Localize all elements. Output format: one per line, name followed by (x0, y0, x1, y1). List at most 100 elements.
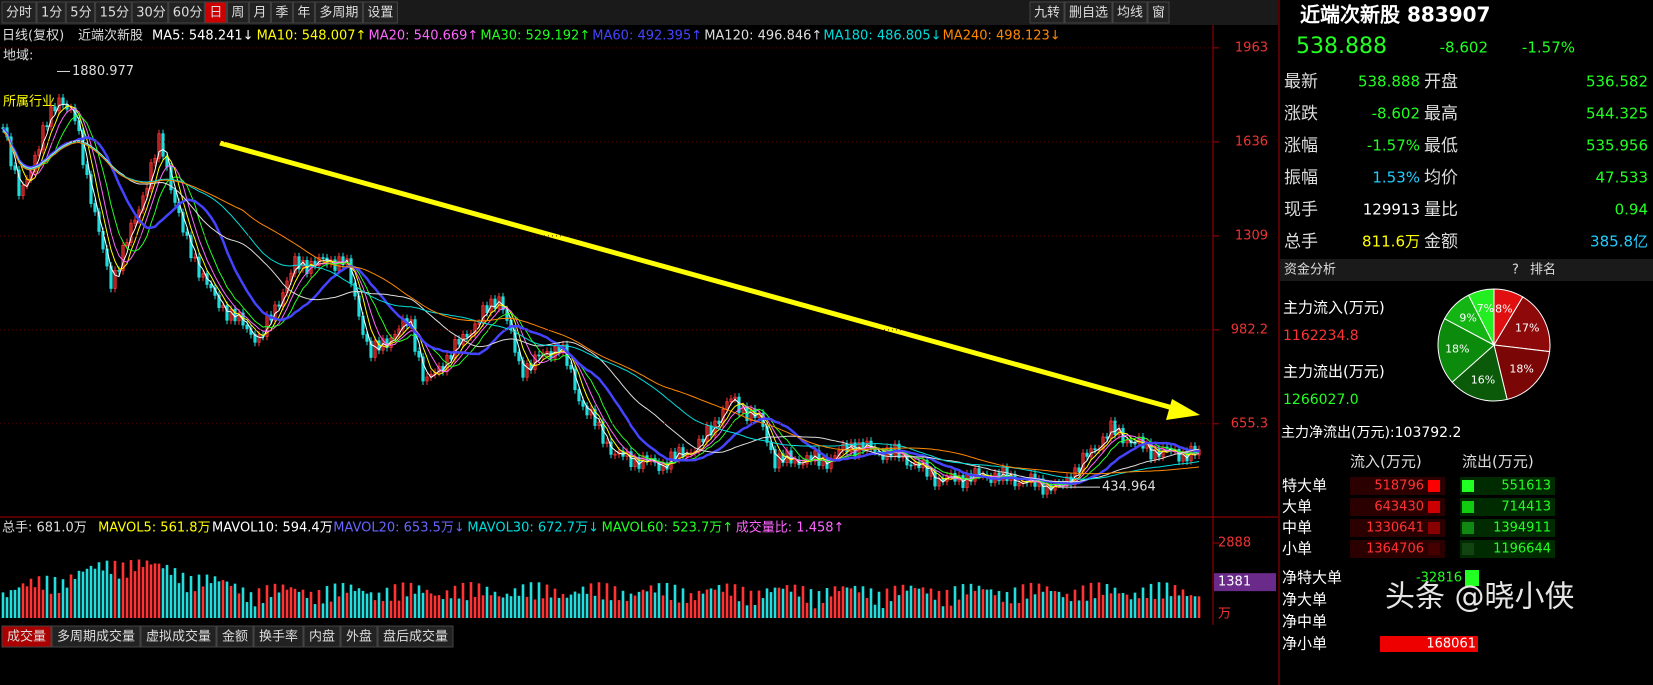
volume-bar (461, 582, 465, 618)
volume-bar (253, 606, 257, 618)
volume-tick-label: 1381 (1218, 575, 1251, 590)
volume-bar (813, 608, 817, 618)
volume-bar (209, 583, 213, 618)
tab[interactable]: 1分 (41, 6, 62, 21)
volume-bar (149, 564, 153, 618)
flow-out-bg (1460, 477, 1555, 495)
candle (57, 97, 61, 112)
bottom-tab-bg[interactable] (340, 625, 378, 648)
volume-bar (525, 596, 529, 618)
help-button[interactable]: ? (1512, 263, 1519, 278)
candle (229, 308, 233, 321)
bottom-tab[interactable]: 盘后成交量 (383, 629, 448, 645)
tab[interactable]: 多周期 (319, 5, 358, 21)
volume-bar (1069, 601, 1073, 618)
bottom-tab-bg[interactable] (140, 625, 217, 648)
tab[interactable]: 5分 (70, 6, 91, 21)
flow-out-bg (1460, 498, 1555, 516)
volume-bar (85, 568, 89, 618)
ma-line (2, 130, 1200, 475)
tool-bg[interactable] (1064, 1, 1113, 24)
tool-bg[interactable] (1147, 1, 1170, 24)
volume-bar (617, 600, 621, 618)
tab-bg[interactable] (95, 1, 132, 24)
ma-legend: MA20: 540.669↑ (369, 29, 479, 44)
volume-bar (757, 590, 761, 618)
tab-bg[interactable] (131, 1, 169, 24)
volume-bar (909, 585, 913, 618)
net-label: 净中单 (1282, 613, 1327, 631)
volume-bar (633, 595, 637, 618)
tab-bg[interactable] (248, 1, 271, 24)
volume-bar (541, 598, 545, 618)
y-tick-label: 982.2 (1231, 322, 1268, 337)
bottom-tab-bg[interactable] (216, 625, 254, 648)
tab-bg[interactable] (226, 1, 249, 24)
tab[interactable]: 日 (209, 6, 222, 21)
tab[interactable]: 15分 (100, 6, 130, 21)
tool-bg[interactable] (1029, 1, 1065, 24)
bottom-tab[interactable]: 多周期成交量 (57, 629, 135, 645)
tab-bg[interactable] (65, 1, 96, 24)
tool[interactable]: 窗 (1152, 5, 1165, 21)
tab[interactable]: 60分 (173, 6, 203, 21)
tab-bg[interactable] (362, 1, 398, 24)
candle (781, 453, 785, 463)
bottom-tab[interactable]: 外盘 (346, 629, 372, 645)
bottom-tab[interactable]: 换手率 (259, 629, 298, 645)
industry-label: 所属行业 (3, 95, 55, 110)
bottom-tab[interactable]: 内盘 (309, 629, 335, 645)
bottom-tab-bg[interactable] (377, 625, 454, 648)
bottom-tab[interactable]: 成交量 (7, 629, 46, 645)
bottom-tab-bg[interactable] (303, 625, 341, 648)
volume-bar (837, 591, 841, 618)
tab[interactable]: 年 (297, 6, 310, 21)
candle (253, 333, 257, 343)
volume-bar (637, 591, 641, 618)
tab-bg[interactable] (270, 1, 293, 24)
candle (225, 305, 229, 321)
tab-bg[interactable] (36, 1, 66, 24)
tab-bg[interactable] (168, 1, 205, 24)
tab[interactable]: 周 (231, 6, 244, 21)
bottom-tab-bg[interactable] (253, 625, 304, 648)
stat-label: 总手 (1284, 232, 1318, 252)
candle (93, 203, 97, 213)
tab-bg[interactable] (314, 1, 363, 24)
volume-bar (37, 576, 41, 618)
tool[interactable]: 删自选 (1069, 6, 1108, 21)
tool-bg[interactable] (1112, 1, 1148, 24)
ma-legend: MA60: 492.395↑ (592, 29, 702, 44)
candle (1065, 476, 1069, 486)
stat-value: 0.94 (1615, 201, 1648, 219)
tab-bg[interactable] (204, 1, 227, 24)
tool[interactable]: 均线 (1117, 6, 1143, 21)
volume-bar (469, 582, 473, 618)
ma-legend: MA5: 548.241↓ (152, 29, 254, 44)
tool[interactable]: 九转 (1034, 6, 1060, 21)
rank-button[interactable]: 排名 (1530, 262, 1556, 278)
chart-name: 近端次新股 (78, 28, 143, 44)
volume-bar (53, 576, 57, 618)
volume-bar (689, 593, 693, 618)
bottom-tab-bg[interactable] (51, 625, 141, 648)
tab[interactable]: 30分 (136, 6, 166, 21)
volume-bar (277, 592, 281, 618)
volume-bar (1133, 592, 1137, 618)
candle (1177, 449, 1181, 462)
volume-bar (921, 587, 925, 618)
tab[interactable]: 季 (275, 6, 288, 21)
volume-bar (977, 585, 981, 618)
tab[interactable]: 月 (253, 6, 266, 21)
bottom-tab[interactable]: 虚拟成交量 (146, 629, 211, 645)
volume-bar (177, 583, 181, 618)
flow-out-bg (1460, 540, 1555, 558)
tab-bg[interactable] (292, 1, 315, 24)
bottom-tab-bg[interactable] (1, 625, 52, 648)
volume-bar (489, 595, 493, 618)
bottom-tab[interactable]: 金额 (222, 629, 248, 645)
volume-bar (561, 593, 565, 618)
tab[interactable]: 设置 (367, 6, 393, 21)
tab[interactable]: 分时 (6, 6, 32, 21)
tab-bg[interactable] (1, 1, 37, 24)
